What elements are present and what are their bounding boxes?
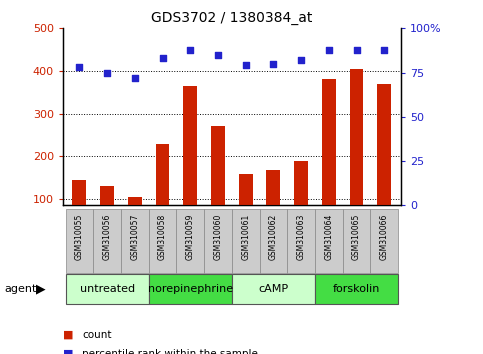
Bar [211, 126, 225, 241]
Bar [350, 69, 364, 241]
Point [131, 75, 139, 81]
Bar [121, 209, 149, 273]
Bar [267, 170, 280, 241]
Bar [259, 209, 287, 273]
Bar [232, 274, 315, 304]
Text: GSM310062: GSM310062 [269, 214, 278, 260]
Point [325, 47, 333, 52]
Bar [128, 197, 142, 241]
Point [75, 64, 83, 70]
Text: GSM310064: GSM310064 [325, 214, 333, 260]
Point [270, 61, 277, 67]
Text: norepinephrine: norepinephrine [148, 284, 233, 295]
Text: untreated: untreated [80, 284, 135, 295]
Text: forskolin: forskolin [333, 284, 380, 295]
Bar [232, 209, 259, 273]
Bar [149, 274, 232, 304]
Point [353, 47, 360, 52]
Bar [93, 209, 121, 273]
Point [381, 47, 388, 52]
Text: agent: agent [5, 284, 37, 295]
Text: ■: ■ [63, 330, 73, 339]
Bar [72, 180, 86, 241]
Text: ▶: ▶ [36, 283, 46, 296]
Text: ■: ■ [63, 349, 73, 354]
Point [186, 47, 194, 52]
Bar [176, 209, 204, 273]
Bar [322, 79, 336, 241]
Text: GSM310063: GSM310063 [297, 214, 306, 260]
Bar [377, 84, 391, 241]
Bar [239, 174, 253, 241]
Bar [66, 209, 93, 273]
Point [103, 70, 111, 75]
Bar [287, 209, 315, 273]
Point [297, 57, 305, 63]
Text: GSM310065: GSM310065 [352, 214, 361, 260]
Bar [315, 209, 343, 273]
Text: GSM310060: GSM310060 [213, 214, 223, 260]
Bar [294, 160, 308, 241]
Point [159, 56, 167, 61]
Text: percentile rank within the sample: percentile rank within the sample [82, 349, 258, 354]
Bar [370, 209, 398, 273]
Text: cAMP: cAMP [258, 284, 288, 295]
Point [242, 63, 250, 68]
Text: GSM310066: GSM310066 [380, 214, 389, 260]
Bar [100, 186, 114, 241]
Text: GSM310057: GSM310057 [130, 214, 139, 260]
Text: GSM310056: GSM310056 [102, 214, 112, 260]
Bar [204, 209, 232, 273]
Text: count: count [82, 330, 112, 339]
Bar [315, 274, 398, 304]
Bar [156, 144, 170, 241]
Point [214, 52, 222, 58]
Text: GDS3702 / 1380384_at: GDS3702 / 1380384_at [151, 11, 313, 25]
Text: GSM310061: GSM310061 [241, 214, 250, 260]
Bar [343, 209, 370, 273]
Bar [66, 274, 149, 304]
Text: GSM310058: GSM310058 [158, 214, 167, 260]
Bar [149, 209, 176, 273]
Text: GSM310055: GSM310055 [75, 214, 84, 260]
Text: GSM310059: GSM310059 [186, 214, 195, 260]
Bar [184, 86, 197, 241]
